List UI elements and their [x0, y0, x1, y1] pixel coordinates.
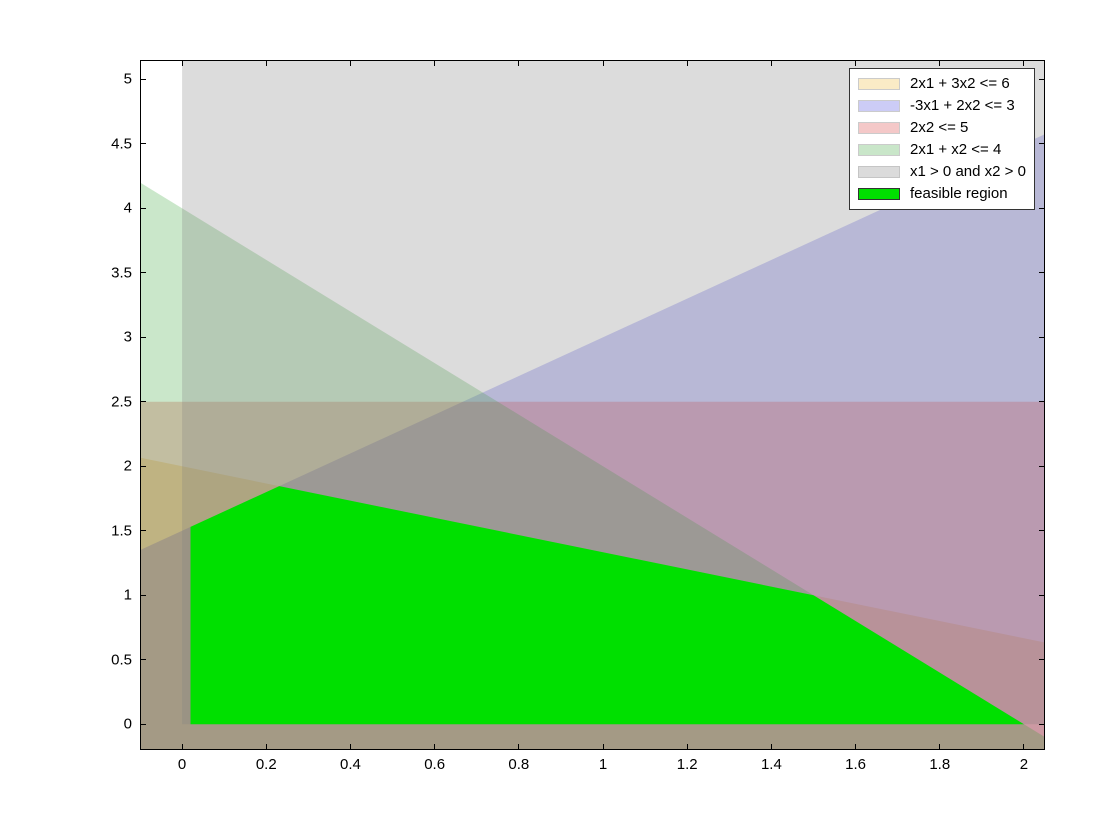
tick-mark	[518, 60, 519, 66]
tick-mark	[182, 60, 183, 66]
tick-mark	[939, 744, 940, 750]
tick-mark	[687, 60, 688, 66]
x-tick-label: 0.4	[340, 756, 361, 773]
tick-mark	[140, 143, 146, 144]
legend-label: 2x1 + x2 <= 4	[910, 139, 1001, 161]
tick-mark	[687, 744, 688, 750]
x-tick-label: 0	[178, 756, 186, 773]
tick-mark	[1039, 337, 1045, 338]
legend-row-c5: x1 > 0 and x2 > 0	[858, 161, 1026, 183]
legend-row-c2: -3x1 + 2x2 <= 3	[858, 95, 1026, 117]
tick-mark	[266, 60, 267, 66]
tick-mark	[1039, 272, 1045, 273]
y-tick-label: 4	[124, 200, 132, 217]
x-tick-label: 1.6	[845, 756, 866, 773]
tick-mark	[182, 744, 183, 750]
y-tick-label: 0.5	[111, 651, 132, 668]
tick-mark	[350, 60, 351, 66]
legend: 2x1 + 3x2 <= 6-3x1 + 2x2 <= 32x2 <= 52x1…	[849, 68, 1035, 210]
tick-mark	[266, 744, 267, 750]
legend-row-c4: 2x1 + x2 <= 4	[858, 139, 1026, 161]
tick-mark	[140, 337, 146, 338]
legend-label: x1 > 0 and x2 > 0	[910, 161, 1026, 183]
tick-mark	[1039, 595, 1045, 596]
y-tick-label: 2.5	[111, 393, 132, 410]
tick-mark	[1039, 724, 1045, 725]
tick-mark	[140, 466, 146, 467]
tick-mark	[855, 744, 856, 750]
tick-mark	[603, 744, 604, 750]
legend-row-c3: 2x2 <= 5	[858, 117, 1026, 139]
y-tick-label: 1.5	[111, 522, 132, 539]
x-tick-label: 0.2	[256, 756, 277, 773]
legend-swatch	[858, 166, 900, 178]
tick-mark	[1023, 744, 1024, 750]
y-tick-label: 1	[124, 587, 132, 604]
y-tick-label: 4.5	[111, 135, 132, 152]
x-tick-label: 0.6	[424, 756, 445, 773]
x-tick-label: 0.8	[508, 756, 529, 773]
tick-mark	[1039, 530, 1045, 531]
y-tick-label: 2	[124, 458, 132, 475]
tick-mark	[140, 401, 146, 402]
tick-mark	[939, 60, 940, 66]
tick-mark	[140, 272, 146, 273]
tick-mark	[140, 659, 146, 660]
x-tick-label: 2	[1020, 756, 1028, 773]
legend-swatch	[858, 78, 900, 90]
tick-mark	[1039, 143, 1045, 144]
tick-mark	[140, 79, 146, 80]
tick-mark	[140, 724, 146, 725]
x-tick-label: 1.4	[761, 756, 782, 773]
legend-label: feasible region	[910, 183, 1008, 205]
x-tick-label: 1.8	[929, 756, 950, 773]
legend-swatch	[858, 122, 900, 134]
y-tick-label: 3.5	[111, 264, 132, 281]
y-tick-label: 0	[124, 716, 132, 733]
legend-label: 2x1 + 3x2 <= 6	[910, 73, 1010, 95]
tick-mark	[1039, 659, 1045, 660]
tick-mark	[434, 744, 435, 750]
legend-row-feasible: feasible region	[858, 183, 1026, 205]
tick-mark	[1039, 208, 1045, 209]
x-tick-label: 1.2	[677, 756, 698, 773]
tick-mark	[603, 60, 604, 66]
tick-mark	[855, 60, 856, 66]
legend-label: -3x1 + 2x2 <= 3	[910, 95, 1015, 117]
tick-mark	[518, 744, 519, 750]
tick-mark	[771, 60, 772, 66]
legend-swatch	[858, 188, 900, 200]
y-tick-label: 3	[124, 329, 132, 346]
tick-mark	[140, 208, 146, 209]
tick-mark	[771, 744, 772, 750]
legend-swatch	[858, 144, 900, 156]
legend-row-c1: 2x1 + 3x2 <= 6	[858, 73, 1026, 95]
tick-mark	[1039, 79, 1045, 80]
tick-mark	[1039, 401, 1045, 402]
y-tick-label: 5	[124, 71, 132, 88]
legend-label: 2x2 <= 5	[910, 117, 968, 139]
tick-mark	[350, 744, 351, 750]
x-tick-label: 1	[599, 756, 607, 773]
legend-swatch	[858, 100, 900, 112]
tick-mark	[1039, 466, 1045, 467]
tick-mark	[140, 530, 146, 531]
tick-mark	[434, 60, 435, 66]
figure: 0 0.2 0.4 0.6 0.8 1 1.2 1.4 1.6 1.8 2 0 0.5 1 1.5 2 2.5 3…	[0, 0, 1120, 840]
tick-mark	[140, 595, 146, 596]
tick-mark	[1023, 60, 1024, 66]
